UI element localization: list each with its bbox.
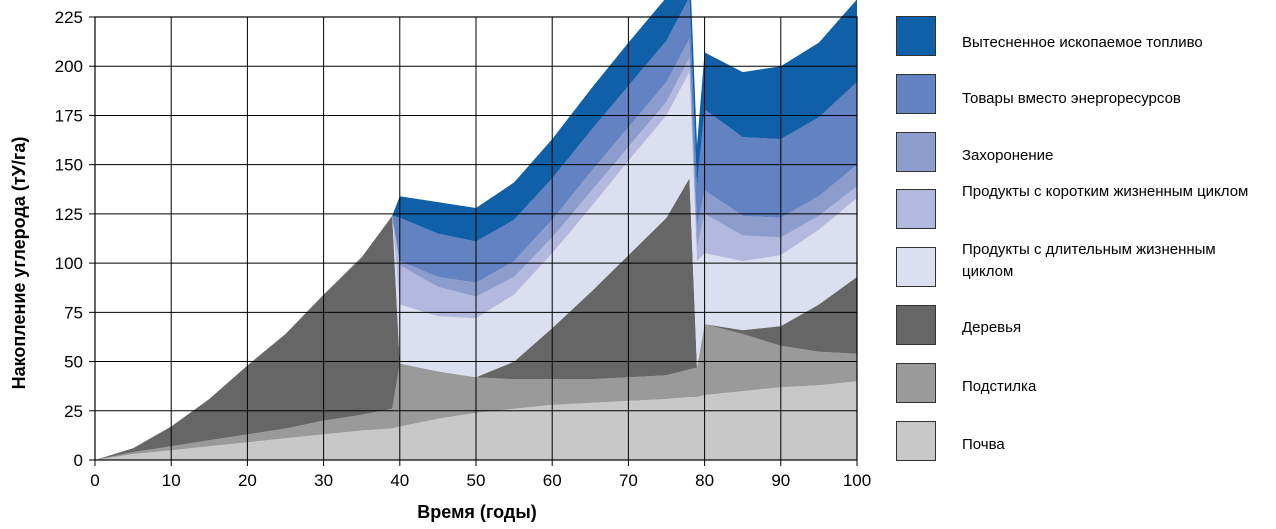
y-tick-label: 175 <box>55 106 83 125</box>
legend-label: Деревья <box>962 319 1022 336</box>
y-tick-label: 150 <box>55 156 83 175</box>
legend-label: Подстилка <box>962 378 1037 395</box>
legend-swatch <box>896 74 936 114</box>
y-tick-label: 125 <box>55 205 83 224</box>
x-tick-label: 30 <box>314 471 333 490</box>
legend-label: Захоронение <box>962 147 1054 164</box>
x-tick-label: 40 <box>390 471 409 490</box>
axes-layer: 0 10 20 30 40 50 60 70 80 90 100 0 25 50 75 100 125 150 17… <box>55 8 872 490</box>
x-tick-label: 0 <box>90 471 99 490</box>
legend-swatch <box>896 305 936 345</box>
y-tick-label: 25 <box>64 402 83 421</box>
legend-swatch <box>896 363 936 403</box>
y-tick-label: 225 <box>55 8 83 27</box>
stacked-area-chart: 0 10 20 30 40 50 60 70 80 90 100 0 25 50 75 100 125 150 17… <box>9 0 872 522</box>
x-tick-label: 20 <box>238 471 257 490</box>
legend-label: Продукты с коротким жизненным циклом <box>962 183 1249 200</box>
y-tick-label: 100 <box>55 254 83 273</box>
y-tick-label: 0 <box>74 451 83 470</box>
x-tick-label: 60 <box>543 471 562 490</box>
legend-swatch <box>896 16 936 56</box>
legend-label: Товары вместо энергоресурсов <box>962 90 1181 107</box>
x-tick-label: 100 <box>843 471 871 490</box>
legend-label: Почва <box>962 436 1005 453</box>
x-axis-title: Время (годы) <box>417 502 536 522</box>
y-tick-label: 200 <box>55 57 83 76</box>
legend-swatch <box>896 247 936 287</box>
x-tick-label: 50 <box>467 471 486 490</box>
legend-label: Продукты с длительным жизненным циклом <box>962 241 1216 280</box>
area-series-3 <box>95 72 857 460</box>
legend-swatch <box>896 421 936 461</box>
legend-swatch <box>896 132 936 172</box>
y-tick-label: 50 <box>64 353 83 372</box>
y-tick-label: 75 <box>64 303 83 322</box>
area-series-2 <box>95 178 857 460</box>
legend-label: Вытесненное ископаемое топливо <box>962 34 1203 51</box>
y-axis-title: Накопление углерода (тУ/га) <box>9 137 29 390</box>
x-tick-label: 80 <box>695 471 714 490</box>
x-tick-label: 10 <box>162 471 181 490</box>
x-tick-label: 90 <box>771 471 790 490</box>
legend-swatch <box>896 189 936 229</box>
x-tick-label: 70 <box>619 471 638 490</box>
